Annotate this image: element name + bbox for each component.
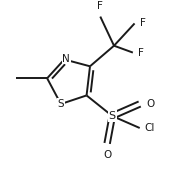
Text: S: S bbox=[109, 111, 116, 121]
Text: N: N bbox=[62, 54, 70, 64]
Text: O: O bbox=[147, 99, 155, 109]
Text: F: F bbox=[138, 48, 144, 58]
Text: O: O bbox=[103, 150, 111, 160]
Text: S: S bbox=[58, 99, 64, 109]
Text: F: F bbox=[97, 1, 103, 11]
Text: F: F bbox=[140, 18, 146, 29]
Text: Cl: Cl bbox=[145, 123, 155, 133]
